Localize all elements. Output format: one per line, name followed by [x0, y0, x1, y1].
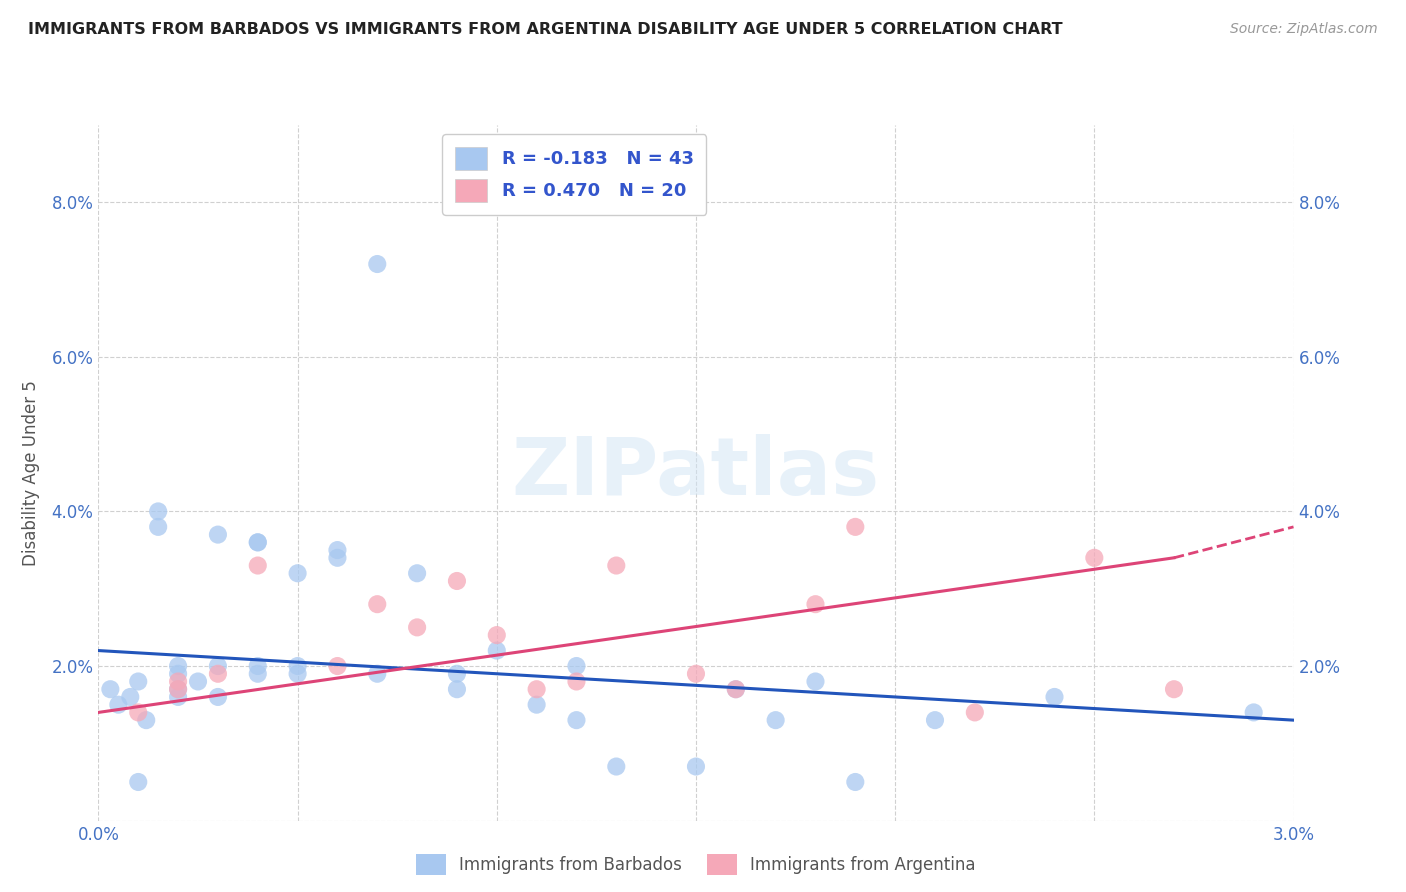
Point: [287, 666, 309, 681]
Point: [724, 682, 747, 697]
Point: [287, 659, 309, 673]
Point: [406, 566, 429, 581]
Text: Source: ZipAtlas.com: Source: ZipAtlas.com: [1230, 22, 1378, 37]
Point: [685, 666, 707, 681]
Point: [1043, 690, 1066, 704]
Text: ZIPatlas: ZIPatlas: [512, 434, 880, 512]
Point: [485, 628, 508, 642]
Point: [326, 550, 349, 565]
Point: [246, 666, 269, 681]
Point: [167, 682, 190, 697]
Point: [446, 574, 468, 588]
Point: [565, 659, 588, 673]
Point: [844, 775, 866, 789]
Point: [446, 666, 468, 681]
Point: [246, 535, 269, 549]
Point: [167, 659, 190, 673]
Point: [287, 566, 309, 581]
Point: [135, 713, 157, 727]
Point: [187, 674, 209, 689]
Point: [366, 257, 388, 271]
Point: [326, 659, 349, 673]
Point: [207, 659, 229, 673]
Point: [724, 682, 747, 697]
Point: [98, 682, 122, 697]
Point: [565, 713, 588, 727]
Point: [326, 543, 349, 558]
Point: [148, 504, 170, 518]
Legend: Immigrants from Barbados, Immigrants from Argentina: Immigrants from Barbados, Immigrants fro…: [409, 847, 983, 882]
Point: [526, 682, 548, 697]
Point: [804, 674, 827, 689]
Point: [924, 713, 946, 727]
Point: [167, 690, 190, 704]
Point: [1163, 682, 1185, 697]
Text: IMMIGRANTS FROM BARBADOS VS IMMIGRANTS FROM ARGENTINA DISABILITY AGE UNDER 5 COR: IMMIGRANTS FROM BARBADOS VS IMMIGRANTS F…: [28, 22, 1063, 37]
Point: [120, 690, 142, 704]
Point: [127, 674, 149, 689]
Point: [148, 520, 170, 534]
Point: [127, 706, 149, 720]
Point: [366, 597, 388, 611]
Point: [246, 558, 269, 573]
Point: [565, 674, 588, 689]
Point: [963, 706, 986, 720]
Y-axis label: Disability Age Under 5: Disability Age Under 5: [22, 380, 41, 566]
Point: [167, 674, 190, 689]
Point: [127, 775, 149, 789]
Point: [1243, 706, 1265, 720]
Point: [167, 682, 190, 697]
Point: [526, 698, 548, 712]
Point: [246, 535, 269, 549]
Point: [246, 659, 269, 673]
Point: [1083, 550, 1105, 565]
Point: [605, 558, 627, 573]
Point: [485, 643, 508, 657]
Point: [605, 759, 627, 773]
Point: [207, 690, 229, 704]
Point: [207, 527, 229, 541]
Point: [446, 682, 468, 697]
Point: [804, 597, 827, 611]
Point: [366, 666, 388, 681]
Point: [107, 698, 129, 712]
Point: [844, 520, 866, 534]
Point: [207, 666, 229, 681]
Point: [685, 759, 707, 773]
Point: [765, 713, 787, 727]
Point: [406, 620, 429, 634]
Point: [167, 666, 190, 681]
